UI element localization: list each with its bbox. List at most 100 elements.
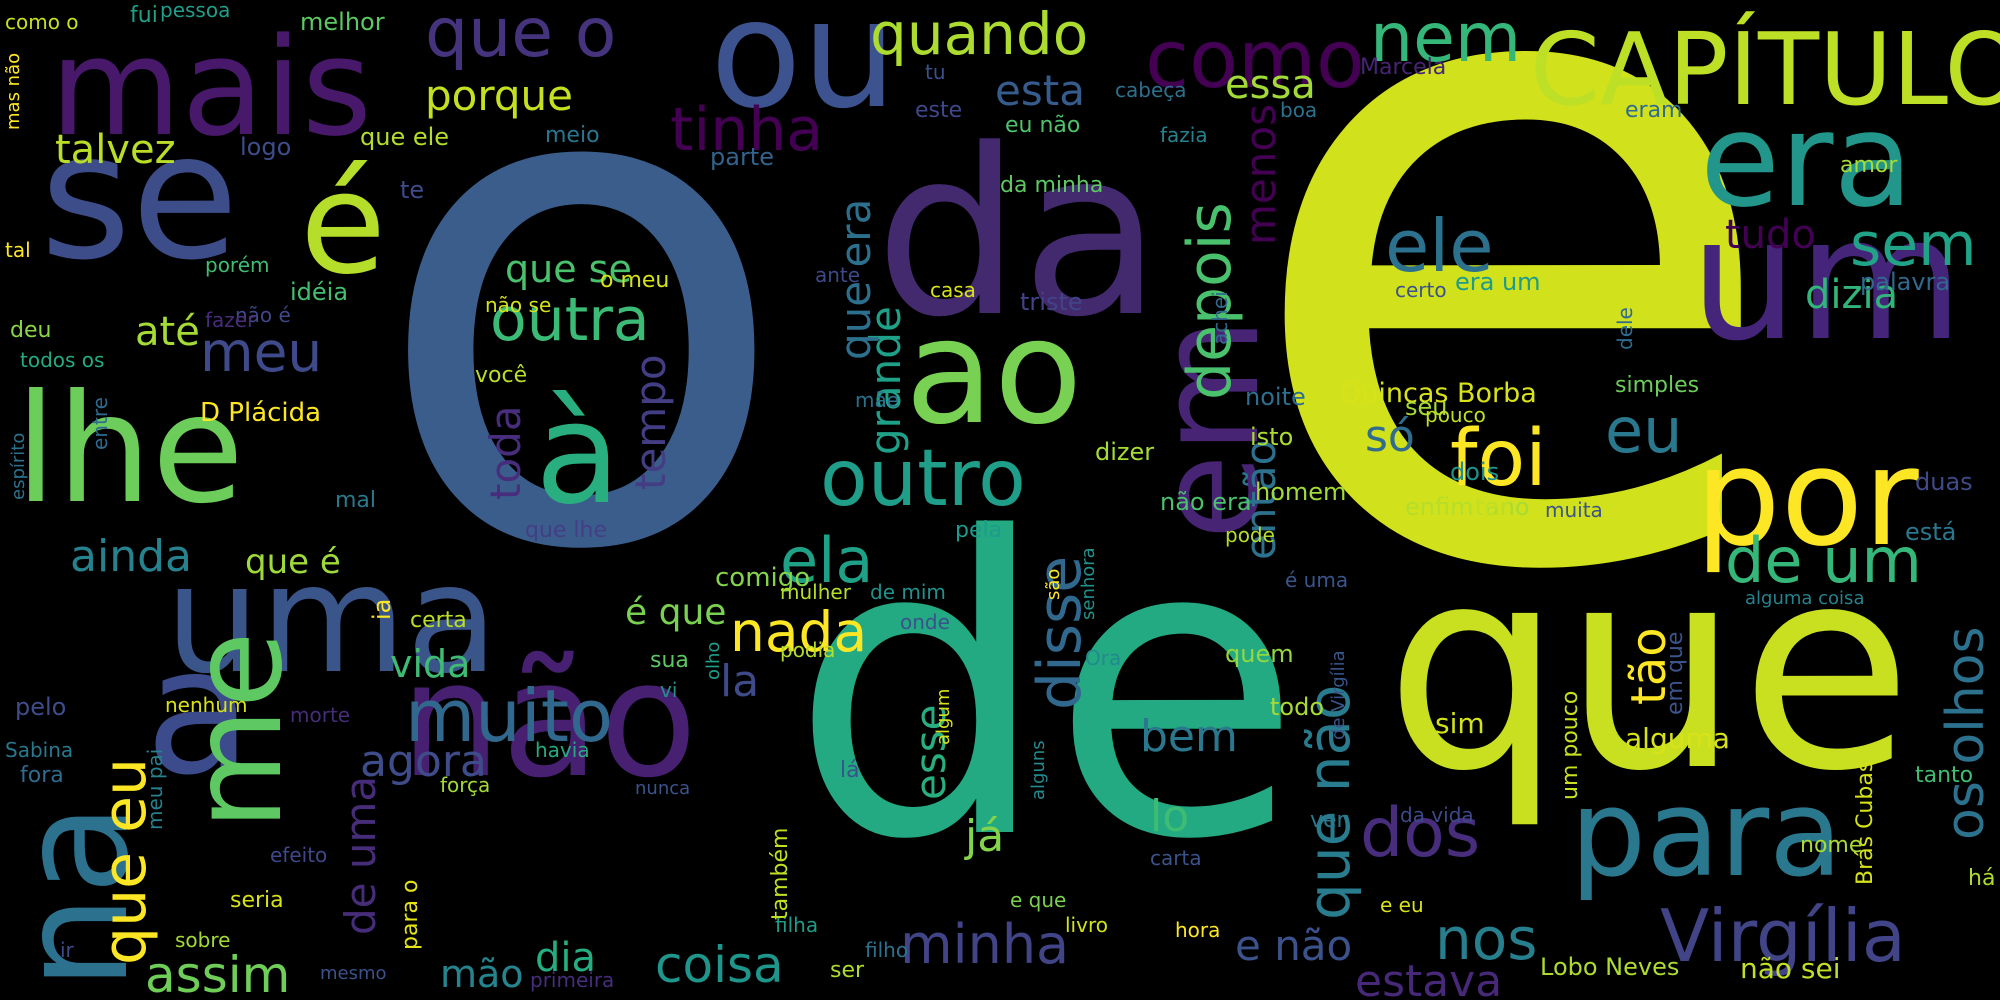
word-so: só	[1365, 411, 1415, 462]
word-alguma: alguma	[1625, 722, 1730, 755]
word-sua: sua	[650, 648, 689, 673]
word-filha: filha	[775, 913, 819, 937]
word-nao-se: não se	[485, 293, 552, 317]
word-melhor: melhor	[300, 8, 385, 36]
word-esta: está	[1905, 518, 1957, 546]
word-e-eu: e eu	[1380, 893, 1424, 917]
word-nao: não	[400, 626, 698, 813]
word-para: para	[1570, 765, 1843, 904]
word-e-que: e que	[1010, 888, 1067, 912]
word-cabeca: cabeça	[1115, 78, 1187, 102]
word-ele: ele	[1385, 204, 1494, 288]
word-triste: triste	[1020, 288, 1083, 316]
word-nao-sei: não sei	[1740, 952, 1841, 985]
word-ideia: idéia	[290, 278, 349, 306]
word-dos: dos	[1360, 794, 1481, 873]
word-sem: sem	[1850, 210, 1977, 280]
word-deu: deu	[10, 318, 52, 343]
word-era-um: era um	[1455, 268, 1541, 296]
word-bras-cubas: Brás Cubas	[1853, 760, 1878, 885]
word-sim: sim	[1435, 707, 1485, 740]
word-entre: entre	[88, 397, 112, 450]
word-ter: ter	[1475, 493, 1510, 521]
word-muito: muito	[405, 674, 614, 758]
word-vida: vida	[390, 642, 471, 686]
word-dia: dia	[535, 935, 597, 981]
word-isto: isto	[1250, 423, 1294, 451]
word-os-olhos: os olhos	[1936, 626, 1996, 840]
word-talvez: talvez	[55, 127, 176, 173]
word-que-lhe: que lhe	[525, 518, 608, 543]
word-sao: são	[1043, 568, 1064, 600]
word-ela: ela	[780, 524, 874, 597]
word-mulher: mulher	[780, 580, 851, 604]
word-porque: porque	[425, 71, 574, 120]
word-muita: muita	[1545, 498, 1603, 522]
word-era: era	[1700, 84, 1914, 236]
word-de-virgilia: de Virgília	[1328, 650, 1349, 740]
word-nao-era: não era	[1160, 488, 1252, 516]
word-ante: ante	[815, 263, 861, 287]
word-parte: parte	[710, 143, 774, 171]
word-de-um: de um	[1725, 524, 1922, 597]
word-da: da	[875, 101, 1162, 368]
word-tempo: tempo	[626, 354, 675, 490]
word-de: de	[790, 451, 1303, 929]
word-alguns: alguns	[1028, 740, 1049, 800]
word-lobo-neves: Lobo Neves	[1540, 953, 1680, 981]
word-te: te	[400, 176, 425, 204]
word-menos: menos	[1236, 104, 1285, 245]
word-todo: todo	[1270, 693, 1325, 721]
word-sabina: Sabina	[5, 738, 74, 762]
word-mae: mãe	[855, 388, 900, 412]
word-capitulo: CAPÍTULO	[1530, 11, 2000, 128]
word-morte: morte	[290, 703, 351, 727]
word-seu: seu	[1405, 393, 1448, 421]
word-um: um	[1690, 181, 1964, 379]
word-pela: pela	[955, 518, 1003, 543]
word-eram: eram	[1625, 98, 1683, 123]
word-por: por	[1695, 419, 1919, 576]
word-mais: mais	[50, 9, 373, 166]
word-nenhum: nenhum	[165, 693, 248, 717]
word-nada: nada	[730, 600, 868, 664]
word-tudo: tudo	[1725, 212, 1816, 258]
word-ou: ou	[710, 0, 897, 142]
word-quando: quando	[870, 0, 1089, 68]
word-nao-e: não é	[235, 303, 291, 327]
word-quem: quem	[1225, 640, 1294, 668]
word-senhora: senhora	[1078, 547, 1099, 620]
word-seria: seria	[230, 888, 284, 913]
word-ao: ao	[905, 288, 1083, 457]
word-pessoa: pessoa	[160, 0, 231, 22]
word-dois: dois	[1450, 458, 1500, 486]
word-me: me	[165, 631, 310, 830]
word-d-placida: D Plácida	[200, 398, 322, 428]
word-boa: boa	[1280, 98, 1318, 122]
word-lhe: lhe	[15, 363, 245, 537]
word-podia: podia	[780, 638, 836, 662]
word-pelo: pelo	[15, 693, 67, 721]
word-efeito: efeito	[270, 843, 328, 867]
word-mal: mal	[335, 488, 377, 513]
word-comigo: comigo	[715, 563, 811, 593]
word-onde: onde	[900, 610, 950, 634]
word-um-pouco: um pouco	[1558, 690, 1583, 800]
word-que-o: que o	[425, 0, 617, 73]
word-agora: agora	[360, 736, 487, 787]
word-porem: porém	[205, 253, 270, 277]
word-livro: livro	[1065, 913, 1108, 937]
word-ora: Ora	[1085, 646, 1122, 670]
word-casa: casa	[930, 278, 976, 302]
word-tanto: tanto	[1915, 763, 1974, 788]
word-simples: simples	[1615, 373, 1700, 398]
word-alguma-coisa: alguma coisa	[1745, 588, 1865, 609]
word-para-o: para o	[398, 879, 423, 950]
word-de-uma: de uma	[336, 775, 385, 935]
word-dele: dele	[1613, 307, 1637, 350]
word-ate: até	[135, 309, 200, 355]
word-nunca: nunca	[635, 778, 691, 799]
word-ainda: ainda	[70, 531, 192, 582]
word-algum: algum	[933, 688, 954, 745]
word-da-vida: da vida	[1400, 803, 1474, 827]
